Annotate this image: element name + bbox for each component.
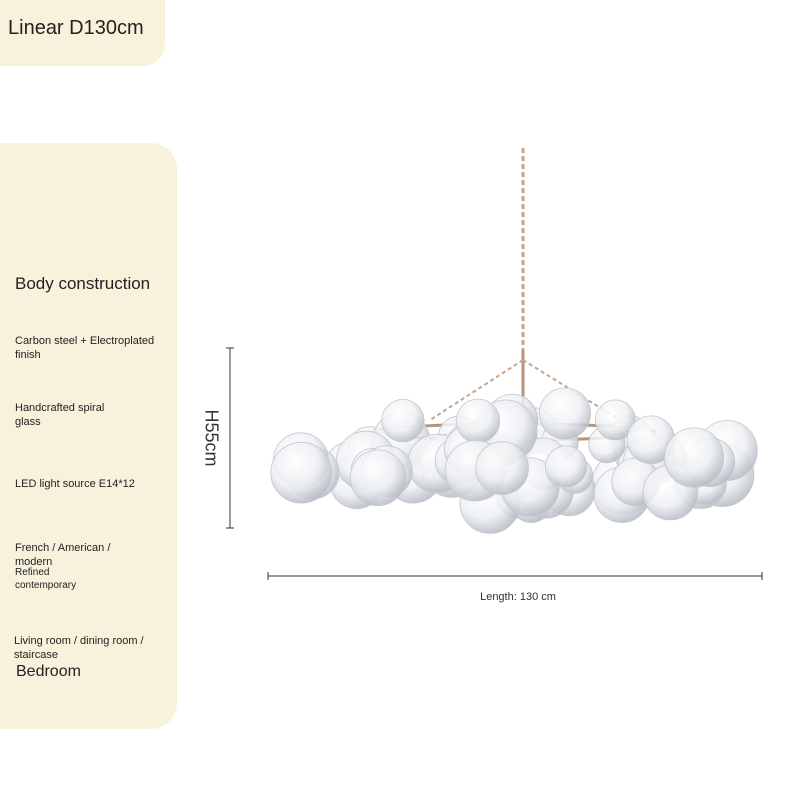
glass-bubble (349, 449, 407, 506)
title: Linear D130cm (8, 17, 144, 39)
glass-bubble (664, 427, 725, 488)
glass-bubble (455, 398, 501, 444)
length-label: Length: 130 cm (480, 591, 556, 603)
spec-item: LED light source E14*12 (15, 478, 135, 490)
glass-bubble (545, 445, 588, 488)
spec-panel (0, 143, 177, 729)
glass-bubble (475, 441, 529, 495)
glass-bubble (595, 399, 636, 441)
height-dimension: H55cm (201, 347, 234, 529)
chandelier (270, 148, 758, 534)
length-dimension: Length: 130 cm (267, 572, 763, 603)
glass-bubble (270, 441, 333, 504)
spec-item: Carbon steel + Electroplated finish (15, 335, 155, 361)
spec-item: Refined contemporary (15, 567, 77, 591)
title-tag (0, 0, 165, 66)
spec-item: Handcrafted spiral glass (15, 402, 105, 428)
spec-item: Living room / dining room / staircase (14, 635, 144, 661)
height-label: H55cm (201, 409, 221, 466)
spec-item: Bedroom (16, 663, 81, 680)
glass-bubble (381, 398, 425, 443)
glass-bubble (539, 387, 592, 440)
chain (429, 359, 524, 421)
spec-item: French / American / modern (15, 542, 111, 568)
spec-heading: Body construction (15, 274, 151, 293)
